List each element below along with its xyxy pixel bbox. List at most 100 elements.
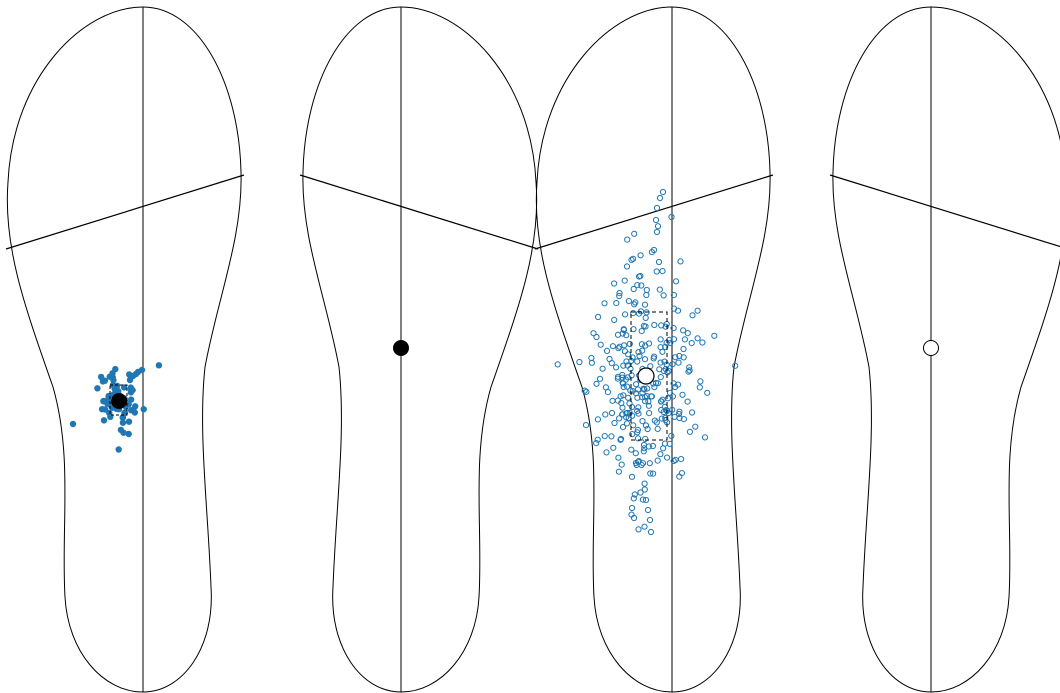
pressure-point <box>684 398 691 405</box>
mean-marker <box>923 340 939 356</box>
pressure-point <box>625 351 632 358</box>
pressure-point <box>678 456 685 463</box>
pressure-point <box>634 386 642 393</box>
pressure-point <box>629 412 636 419</box>
pressure-point <box>625 394 632 401</box>
pressure-point <box>655 258 663 266</box>
pressure-point <box>644 425 651 433</box>
pressure-point <box>658 398 665 405</box>
pressure-point <box>694 335 701 342</box>
pressure-point <box>670 305 678 312</box>
pressure-point <box>641 445 648 452</box>
pressure-point <box>620 392 627 399</box>
pressure-point <box>630 495 637 502</box>
pressure-point <box>669 361 676 368</box>
pressure-point <box>120 429 127 436</box>
pressure-point <box>666 440 673 447</box>
pressure-point <box>618 461 625 468</box>
pressure-point <box>696 384 703 391</box>
pressure-point <box>626 400 633 407</box>
pressure-point <box>634 282 641 289</box>
pressure-point <box>630 514 638 522</box>
pressure-point <box>668 213 675 221</box>
pressure-point <box>675 410 683 418</box>
pressure-point <box>630 422 637 429</box>
pressure-point <box>127 396 135 403</box>
pressure-point <box>588 359 596 366</box>
pressure-point <box>643 291 650 299</box>
pressure-point <box>631 491 638 498</box>
pressure-point <box>642 496 650 504</box>
pressure-point <box>609 397 616 404</box>
pressure-point <box>140 406 147 413</box>
pressure-point <box>653 228 661 236</box>
forefoot-line <box>299 174 539 250</box>
pressure-point <box>680 354 687 361</box>
pressure-point <box>611 280 618 287</box>
pressure-point <box>641 523 648 530</box>
pressure-point <box>595 313 602 321</box>
pressure-point <box>663 406 670 414</box>
pressure-point <box>120 384 128 391</box>
pressure-point <box>680 327 687 334</box>
pressure-point <box>597 341 604 348</box>
pressure-point <box>619 424 627 431</box>
pressure-point <box>637 308 645 315</box>
pressure-point <box>634 426 642 433</box>
pressure-point <box>102 406 109 413</box>
pressure-point <box>657 344 664 351</box>
pressure-point <box>630 310 637 317</box>
pressure-point <box>659 188 667 196</box>
pressure-point <box>593 333 600 341</box>
spread-box <box>630 311 668 441</box>
foot-panel-4 <box>829 6 1060 693</box>
pressure-point <box>654 425 661 432</box>
foot-outline <box>535 6 771 693</box>
pressure-point <box>639 347 646 354</box>
pressure-point <box>657 336 664 343</box>
pressure-point <box>596 375 604 382</box>
pressure-point <box>620 326 628 334</box>
pressure-point <box>619 404 626 411</box>
pressure-point <box>617 393 624 400</box>
pressure-point <box>131 409 138 416</box>
pressure-point <box>635 526 642 533</box>
pressure-point <box>641 480 648 487</box>
pressure-point <box>704 389 711 396</box>
pressure-point <box>686 367 693 374</box>
pressure-point <box>689 312 696 319</box>
pressure-point <box>616 290 623 297</box>
pressure-point <box>656 366 663 373</box>
pressure-point <box>635 404 642 411</box>
pressure-point <box>686 364 693 371</box>
pressure-point <box>732 362 739 369</box>
mean-marker <box>111 393 127 409</box>
pressure-point <box>631 230 638 237</box>
pressure-point <box>685 368 692 375</box>
pressure-point <box>132 403 139 410</box>
pressure-point <box>642 314 649 321</box>
pressure-point <box>689 409 696 416</box>
pressure-point <box>632 450 639 457</box>
foot-outline <box>832 6 1060 693</box>
pressure-point <box>603 449 610 456</box>
pressure-point <box>657 451 664 458</box>
pressure-point <box>609 343 617 350</box>
pressure-point <box>639 496 647 503</box>
pressure-point <box>670 457 677 465</box>
pressure-point <box>642 422 650 429</box>
pressure-point <box>637 489 644 496</box>
pressure-point <box>619 371 626 379</box>
pressure-point <box>94 385 101 392</box>
pressure-point <box>686 428 694 435</box>
pressure-point <box>101 377 109 384</box>
pressure-point <box>650 246 658 254</box>
pressure-point <box>613 300 620 307</box>
pressure-point <box>676 414 683 422</box>
pressure-point <box>644 506 652 514</box>
foot-panel-1 <box>5 6 245 693</box>
pressure-point <box>608 409 616 417</box>
pressure-point <box>634 429 641 436</box>
pressure-point <box>670 292 678 299</box>
pressure-point <box>633 381 640 388</box>
